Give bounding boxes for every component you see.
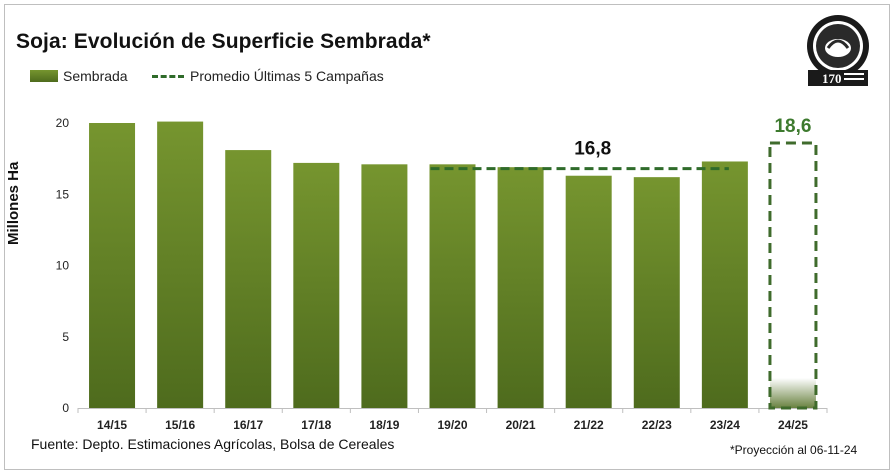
x-tick-label: 21/22 xyxy=(574,418,604,432)
y-tick-label: 15 xyxy=(56,187,70,201)
source-note: Fuente: Depto. Estimaciones Agrícolas, B… xyxy=(31,436,395,452)
projection-bar-fill xyxy=(769,378,816,408)
y-tick-label: 0 xyxy=(62,401,69,415)
x-tick-label: 14/15 xyxy=(97,418,127,432)
y-tick-label: 10 xyxy=(56,259,70,273)
x-tick-label: 17/18 xyxy=(301,418,331,432)
x-tick-label: 16/17 xyxy=(233,418,263,432)
legend-dash-swatch xyxy=(152,74,184,78)
bolsa-de-cereales-logo: 170 xyxy=(807,15,869,86)
bar xyxy=(497,167,544,408)
y-tick-label: 5 xyxy=(62,330,69,344)
average-value-label: 16,8 xyxy=(574,139,611,160)
x-tick-label: 19/20 xyxy=(437,418,467,432)
bar xyxy=(361,164,408,408)
chart-title: Soja: Evolución de Superficie Sembrada* xyxy=(16,30,431,53)
x-tick-label: 15/16 xyxy=(165,418,195,432)
projection-note: *Proyección al 06-11-24 xyxy=(730,443,858,457)
x-tick-label: 18/19 xyxy=(369,418,399,432)
bar xyxy=(293,162,340,408)
y-tick-label: 20 xyxy=(56,116,70,130)
x-tick-label: 24/25 xyxy=(778,418,808,432)
bar xyxy=(89,123,136,408)
projection-value-label: 18,6 xyxy=(774,116,811,137)
bar xyxy=(633,177,680,408)
bar xyxy=(429,164,476,408)
legend-label-promedio: Promedio Últimas 5 Campañas xyxy=(190,68,384,84)
bar xyxy=(157,121,204,408)
legend-bar-swatch xyxy=(30,70,58,82)
bar xyxy=(701,161,748,408)
x-tick-label: 20/21 xyxy=(506,418,536,432)
legend-item-sembrada: Sembrada xyxy=(30,68,128,84)
x-tick-label: 23/24 xyxy=(710,418,740,432)
bar-projection xyxy=(768,141,818,410)
legend-label-sembrada: Sembrada xyxy=(63,68,128,84)
bar xyxy=(565,175,612,408)
svg-text:170: 170 xyxy=(822,71,842,86)
legend-item-promedio: Promedio Últimas 5 Campañas xyxy=(152,68,384,84)
bar xyxy=(225,150,272,408)
x-tick-label: 22/23 xyxy=(642,418,672,432)
